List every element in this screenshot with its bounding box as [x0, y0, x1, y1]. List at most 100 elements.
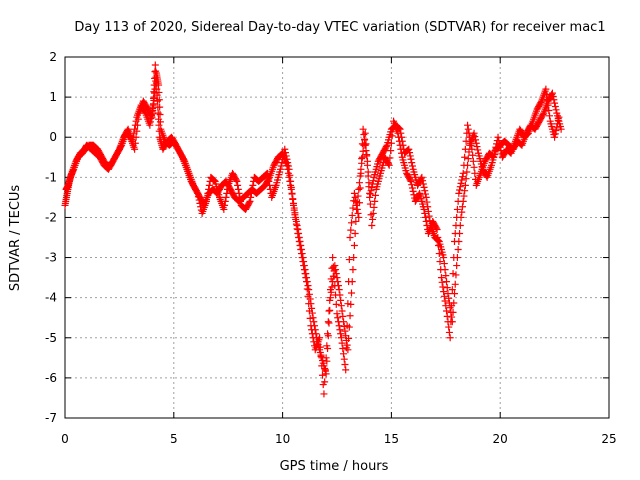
data-point-interp	[495, 137, 503, 145]
data-point-interp	[305, 300, 313, 308]
data-point-interp	[350, 254, 358, 262]
data-point-interp	[223, 185, 231, 193]
data-point-interp	[543, 90, 551, 98]
data-point-interp	[342, 344, 350, 352]
y-tick-label: -6	[45, 371, 57, 385]
y-tick-label: -7	[45, 411, 57, 425]
data-point	[335, 286, 343, 294]
data-point-interp	[443, 278, 451, 286]
data-point	[324, 318, 332, 326]
data-point-interp	[345, 278, 353, 286]
data-point-interp	[141, 108, 149, 116]
data-point-interp	[552, 127, 560, 135]
data-point-interp	[451, 229, 459, 237]
data-point-interp	[236, 193, 244, 201]
data-point-interp	[409, 187, 417, 195]
data-point-interp	[195, 196, 203, 204]
data-point-interp	[451, 290, 459, 298]
data-point-interp	[434, 234, 442, 241]
data-point-interp	[302, 274, 310, 282]
data-point-interp	[451, 280, 459, 288]
data-point	[557, 125, 565, 133]
data-point-interp	[419, 180, 427, 188]
data-point	[453, 262, 461, 270]
data-point-interp	[363, 152, 371, 160]
x-tick-label: 25	[601, 432, 616, 446]
data-point-interp	[356, 184, 364, 192]
data-point-interp	[286, 171, 294, 179]
data-point-interp	[460, 161, 468, 169]
data-point-interp	[388, 132, 396, 140]
data-point-interp	[297, 246, 305, 254]
data-point-interp	[266, 181, 274, 189]
data-point	[355, 213, 363, 221]
data-point-interp	[466, 133, 474, 141]
data-point-interp	[408, 184, 416, 192]
data-point	[542, 85, 550, 93]
data-point-interp	[396, 141, 404, 149]
data-point-interp	[354, 209, 362, 217]
data-point-interp	[461, 187, 469, 195]
data-point-interp	[296, 242, 304, 250]
data-point-interp	[469, 157, 477, 165]
data-point-interp	[369, 209, 377, 217]
data-point-interp	[553, 123, 561, 131]
data-point-interp	[440, 292, 448, 300]
data-point-interp	[155, 115, 163, 123]
plot-frame	[64, 56, 610, 419]
data-point-interp	[304, 292, 312, 300]
data-point-interp	[474, 146, 482, 154]
data-point-interp	[299, 258, 307, 266]
data-point-interp	[180, 156, 188, 164]
data-point-interp	[369, 215, 377, 223]
data-point-interp	[210, 177, 218, 185]
data-point-interp	[408, 181, 416, 189]
data-point-interp	[387, 139, 395, 147]
data-point-interp	[352, 197, 360, 205]
data-point	[337, 334, 345, 342]
data-point-interp	[551, 130, 559, 138]
data-point-interp	[210, 176, 218, 184]
data-point-interp	[443, 312, 451, 320]
data-point-interp	[454, 246, 462, 254]
data-point-interp	[318, 371, 326, 379]
data-point-interp	[149, 94, 157, 102]
data-point-interp	[222, 193, 230, 201]
data-point-interp	[349, 266, 357, 274]
data-point-interp	[425, 212, 433, 220]
data-point-interp	[355, 199, 363, 207]
data-point-interp	[470, 163, 478, 171]
data-point-interp	[442, 272, 450, 280]
data-point	[303, 278, 311, 286]
data-point-interp	[453, 205, 461, 213]
y-tick-label: 0	[49, 130, 57, 144]
data-point	[433, 225, 441, 233]
data-point-interp	[423, 198, 431, 206]
data-point-interp	[303, 285, 311, 293]
data-point-interp	[348, 219, 356, 227]
data-point-interp	[424, 207, 432, 215]
data-point-interp	[458, 173, 466, 181]
data-point-interp	[235, 189, 243, 197]
data-point-interp	[347, 226, 355, 234]
data-point	[548, 89, 556, 97]
y-tick-label: -5	[45, 331, 57, 345]
data-point-interp	[129, 133, 137, 141]
data-point-interp	[537, 98, 545, 106]
data-point-interp	[247, 189, 255, 197]
data-point-interp	[292, 215, 300, 223]
data-point-interp	[368, 183, 376, 191]
data-point-interp	[395, 133, 403, 141]
data-point-interp	[457, 179, 465, 187]
data-point	[322, 370, 330, 378]
data-point-interp	[341, 327, 349, 335]
data-point-interp	[458, 203, 466, 211]
data-point-interp	[443, 284, 451, 292]
data-point-interp	[554, 117, 562, 125]
data-point-interp	[552, 106, 560, 114]
data-point-interp	[232, 176, 240, 184]
data-point-interp	[472, 136, 480, 144]
data-point-interp	[437, 266, 445, 274]
data-point-interp	[465, 129, 473, 137]
